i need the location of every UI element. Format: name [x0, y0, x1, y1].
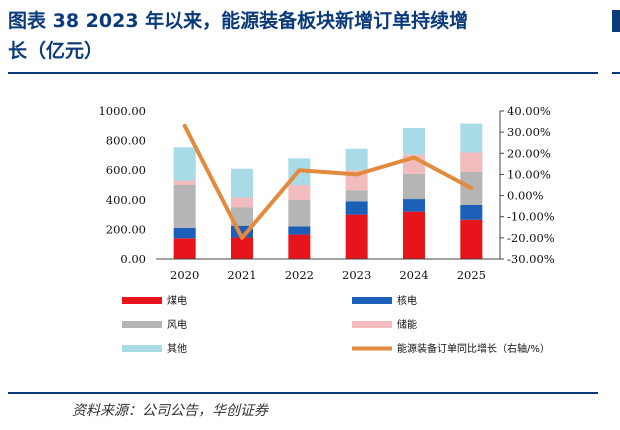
bar-segment [231, 225, 253, 238]
x-axis-ticks: 2020 2021 2022 2023 2024 2025 [170, 268, 486, 282]
right-tick-label: 10.00% [507, 167, 551, 181]
right-tick-label: 30.00% [507, 125, 551, 139]
legend-label: 核电 [397, 294, 417, 307]
right-tick-label: -20.00% [507, 231, 555, 245]
bar-segment [345, 214, 368, 259]
bar-segment [288, 199, 311, 227]
bar-segment [288, 226, 311, 235]
bar-segment [288, 234, 311, 259]
legend-swatch [352, 297, 392, 304]
bar-segment [460, 123, 483, 153]
x-tick-label: 2024 [399, 268, 428, 282]
source-note: 资料来源：公司公告，华创证券 [72, 403, 268, 419]
legend-label: 储能 [397, 318, 417, 331]
bottom-rule [8, 392, 598, 394]
bar-segment [403, 199, 425, 212]
x-tick-label: 2022 [285, 268, 314, 282]
legend-swatch [122, 321, 162, 328]
legend-swatch [122, 345, 162, 352]
bars [173, 123, 483, 259]
adjacent-figure-rule [612, 72, 620, 74]
right-tick-label: -10.00% [507, 210, 555, 224]
left-axis-ticks: 1000.00 800.00 600.00 400.00 200.00 0.00 [98, 104, 146, 266]
left-tick-label: 400.00 [106, 193, 146, 207]
adjacent-figure-edge [612, 10, 620, 32]
legend-label: 其他 [167, 342, 187, 355]
bar-segment [460, 152, 483, 172]
bar-segment [173, 227, 196, 239]
bar-segment [173, 180, 196, 185]
left-tick-label: 0.00 [120, 252, 146, 266]
growth-line [182, 123, 474, 240]
bar-segment [345, 201, 368, 215]
bar-segment [403, 211, 425, 259]
bar-segment [460, 219, 483, 259]
legend-label: 风电 [167, 318, 187, 331]
bar-segment [231, 207, 253, 226]
legend-swatch [352, 321, 392, 328]
x-tick-label: 2021 [227, 268, 256, 282]
bar-segment [345, 148, 368, 171]
legend-swatch [122, 297, 162, 304]
figure-title-line1: 图表 38 2023 年以来，能源装备板块新增订单持续增 [8, 10, 469, 32]
top-rule [8, 72, 598, 74]
bar-segment [173, 238, 196, 259]
right-axis-ticks: 40.00% 30.00% 20.00% 10.00% 0.00% -10.00% -20.… [500, 104, 555, 266]
right-tick-label: 0.00% [507, 189, 544, 203]
figure-title-line2: 长（亿元） [8, 40, 104, 62]
legend-label: 能源装备订单同比增长（右轴/%） [397, 342, 550, 355]
bar-segment [231, 237, 253, 259]
bar-segment [231, 168, 253, 198]
bar-segment [345, 190, 368, 202]
bar-segment [231, 197, 253, 208]
x-tick-label: 2020 [170, 268, 199, 282]
left-tick-label: 800.00 [106, 134, 146, 148]
x-tick-label: 2025 [457, 268, 486, 282]
left-tick-label: 600.00 [106, 163, 146, 177]
bar-segment [173, 185, 196, 228]
axes [156, 111, 501, 260]
right-tick-label: -30.00% [507, 252, 555, 266]
right-tick-label: 40.00% [507, 104, 551, 118]
bar-segment [173, 147, 196, 181]
growth-series-line [182, 123, 474, 240]
figure-title: 图表 38 2023 年以来，能源装备板块新增订单持续增 长（亿元） [8, 6, 598, 66]
x-tick-label: 2023 [342, 268, 371, 282]
bar-segment [403, 128, 425, 155]
left-tick-label: 200.00 [106, 222, 146, 236]
right-tick-label: 20.00% [507, 146, 551, 160]
left-tick-label: 1000.00 [98, 104, 146, 118]
bar-segment [403, 173, 425, 200]
bar-segment [460, 204, 483, 220]
legend-label: 煤电 [167, 294, 187, 307]
bar-segment [288, 185, 311, 200]
